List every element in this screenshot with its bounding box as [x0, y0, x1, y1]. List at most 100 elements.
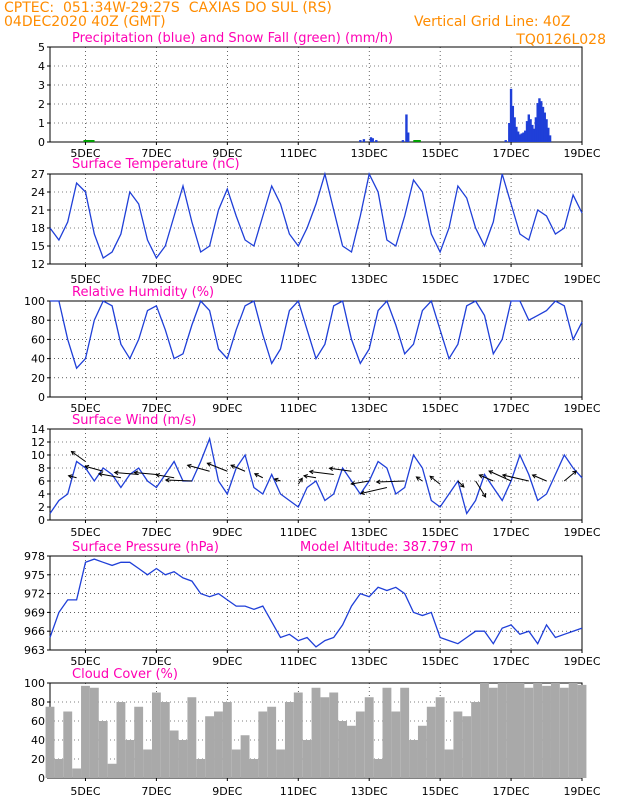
cloud-bar: [98, 721, 108, 778]
temp-xtick-label: 15DEC: [422, 273, 459, 286]
cloud-bar: [143, 749, 152, 778]
cloud-bar: [205, 716, 215, 778]
precip-xtick-label: 17DEC: [493, 147, 530, 160]
cloud-bar: [444, 749, 454, 778]
cloud-xtick-label: 17DEC: [493, 785, 530, 798]
wind-arrow-head: [328, 466, 334, 472]
wind-arrow: [479, 474, 494, 482]
header-station: CPTEC: 051:34W-29:27S CAXIAS DO SUL (RS): [4, 0, 332, 16]
temp-xtick-label: 19DEC: [563, 273, 600, 286]
cloud-bar: [89, 687, 99, 778]
header-grid-line: Vertical Grid Line: 40Z: [414, 14, 571, 30]
temp-ytick-label: 18: [31, 222, 45, 235]
cloud-title: Cloud Cover (%): [72, 667, 178, 682]
snow-bar: [90, 140, 95, 142]
rh-xtick-label: 9DEC: [212, 402, 242, 415]
precip-bar: [531, 124, 534, 142]
wind-arrow: [376, 480, 405, 483]
wind-arrow: [360, 487, 388, 494]
temp-title: Surface Temperature (nC): [72, 157, 240, 172]
cloud-bar: [125, 740, 135, 778]
wind-arrow-head: [97, 472, 103, 477]
press-xtick-label: 7DEC: [141, 655, 171, 668]
wind-arrow: [309, 471, 334, 475]
wind-arrow-head: [501, 473, 507, 479]
rh-ytick-label: 40: [31, 353, 45, 366]
precip-ytick-label: 5: [38, 41, 45, 54]
wind-arrow-head: [572, 470, 578, 475]
cloud-bar: [276, 749, 285, 778]
wind-xtick-label: 19DEC: [563, 526, 600, 539]
snow-bar: [416, 140, 421, 142]
press-xtick-label: 13DEC: [351, 655, 388, 668]
precip-ytick-label: 0: [38, 136, 45, 149]
cloud-bar: [284, 702, 294, 778]
wind-ytick-label: 14: [31, 423, 45, 436]
temp-xtick-label: 9DEC: [212, 273, 242, 286]
precip-bar: [527, 114, 530, 142]
press-title: Surface Pressure (hPa): [72, 540, 219, 555]
wind-ytick-label: 12: [31, 436, 45, 449]
wind-arrow: [165, 479, 192, 482]
cloud-bar: [471, 702, 481, 778]
wind-arrow-head: [273, 477, 279, 483]
cloud-bar: [329, 692, 339, 778]
header-code: TQ0126L028: [515, 32, 606, 48]
snow-bar: [87, 140, 92, 142]
rh-xtick-label: 19DEC: [563, 402, 600, 415]
precip-bar: [545, 119, 548, 142]
rh-ytick-label: 100: [24, 295, 45, 308]
wind-ytick-label: 6: [38, 475, 45, 488]
precip-bar: [509, 88, 513, 142]
cloud-bar: [160, 702, 170, 778]
cloud-bar: [169, 730, 179, 778]
cloud-ytick-label: 0: [38, 772, 45, 785]
wind-arrow-head: [206, 462, 212, 467]
precip-bar: [520, 133, 523, 142]
precip-xtick-label: 15DEC: [422, 147, 459, 160]
press-ytick-label: 966: [24, 625, 45, 638]
wind-arrow: [329, 467, 352, 472]
wind-arrow: [457, 480, 465, 488]
wind-arrow: [156, 474, 175, 479]
wind-arrow-head: [359, 490, 365, 496]
rh-xtick-label: 5DEC: [70, 402, 100, 415]
cloud-bar: [577, 684, 587, 778]
snow-bar: [83, 140, 88, 142]
precip-bar: [516, 131, 520, 142]
precip-xtick-label: 19DEC: [563, 147, 600, 160]
wind-xtick-label: 15DEC: [422, 526, 459, 539]
wind-xtick-label: 9DEC: [212, 526, 242, 539]
precip-bar: [508, 123, 511, 142]
cloud-bar: [426, 706, 436, 778]
precip-bar: [525, 121, 529, 142]
cloud-bar: [222, 702, 232, 778]
cloud-bar: [72, 768, 82, 778]
precip-bar: [515, 126, 518, 142]
temp-xtick-label: 11DEC: [280, 273, 317, 286]
wind-frame: [49, 428, 583, 521]
wind-arrow-head: [133, 470, 139, 476]
snow-bar: [413, 140, 418, 142]
precip-bar: [407, 132, 410, 142]
precip-frame: [49, 46, 583, 143]
wind-arrow-head: [70, 450, 76, 456]
precip-bar: [371, 138, 374, 142]
wind-arrow-head: [230, 464, 236, 469]
wind-arrow: [475, 480, 487, 498]
cloud-bar: [81, 685, 90, 778]
precip-xtick-label: 7DEC: [141, 147, 171, 160]
precip-title: Precipitation (blue) and Snow Fall (gree…: [72, 31, 393, 46]
precip-bar: [532, 128, 536, 142]
cloud-bar: [453, 711, 463, 778]
cloud-bar: [506, 683, 516, 778]
cloud-bar: [54, 759, 64, 778]
precip-bar: [359, 140, 362, 142]
cloud-bar: [568, 683, 578, 778]
cloud-bar: [400, 687, 410, 778]
cloud-bar: [480, 683, 489, 778]
cloud-bar: [559, 687, 569, 778]
precip-bar: [369, 137, 373, 142]
cloud-bar: [214, 711, 223, 778]
press-xtick-label: 11DEC: [280, 655, 317, 668]
